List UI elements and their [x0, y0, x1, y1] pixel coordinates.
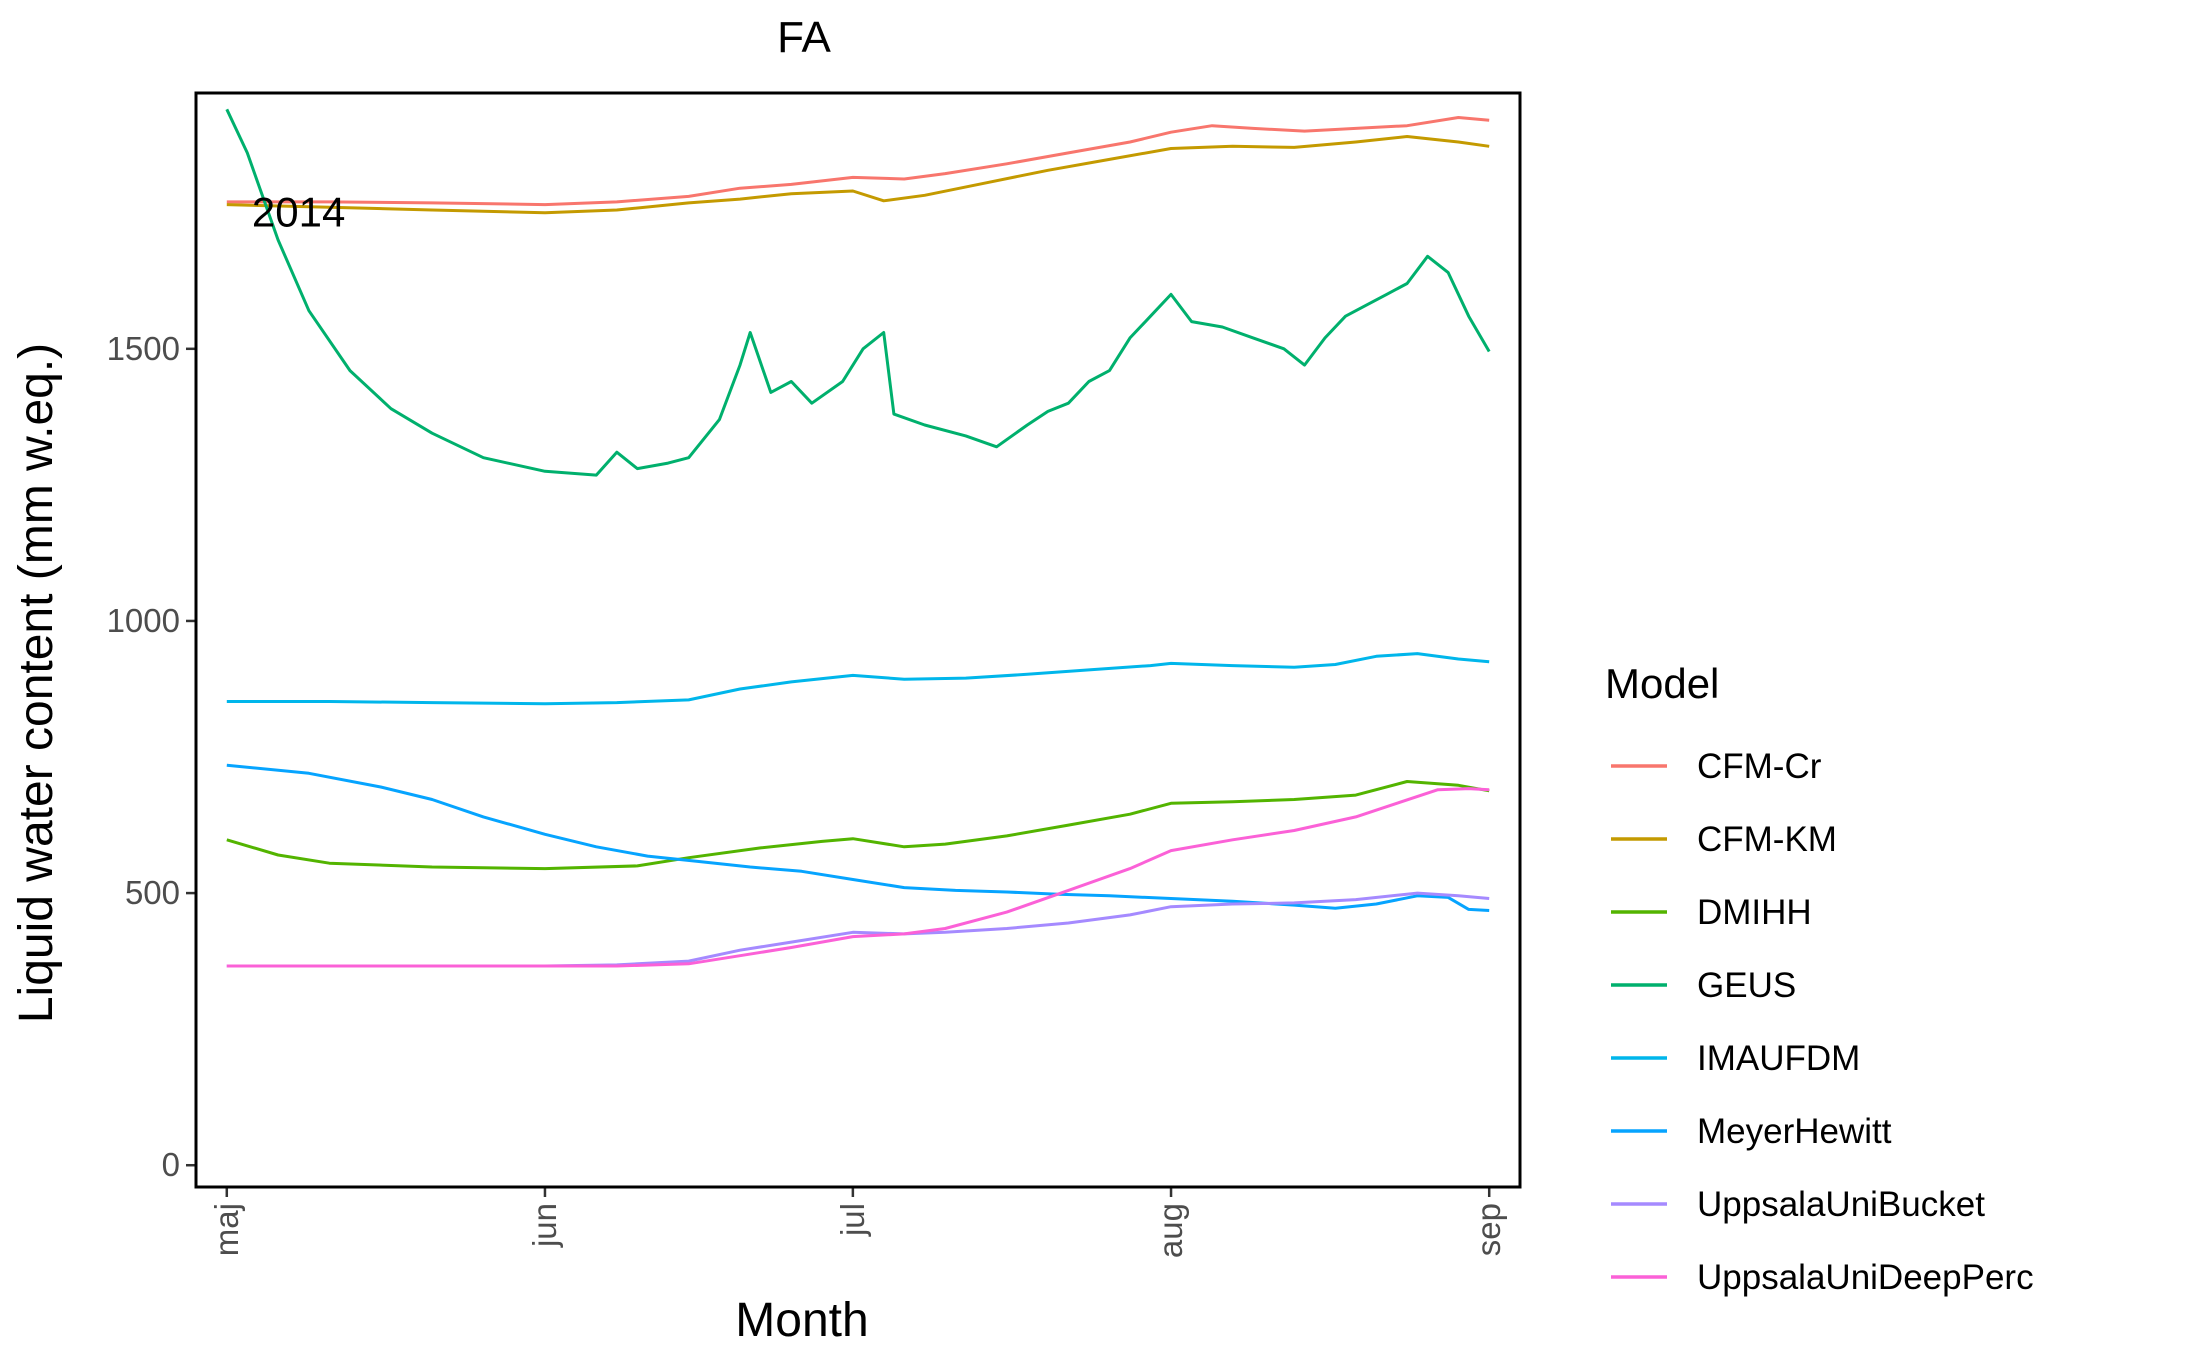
- x-tick-label: sep: [1470, 1203, 1507, 1256]
- y-tick-label: 0: [162, 1146, 180, 1183]
- plot-border: [194, 91, 1522, 1189]
- series-line-cfm-km: [226, 135, 1490, 215]
- y-tick-label: 1500: [107, 330, 180, 367]
- x-tick-label: jun: [526, 1203, 563, 1248]
- series-line-imaufdm: [226, 652, 1490, 706]
- legend-label-uppsalaunideepperc: UppsalaUniDeepPerc: [1697, 1258, 2034, 1297]
- series-line-cfm-cr: [226, 116, 1490, 207]
- series-line-dmihh: [226, 780, 1490, 871]
- legend-label-imaufdm: IMAUFDM: [1697, 1039, 1860, 1078]
- legend-label-cfm-cr: CFM-Cr: [1697, 747, 1822, 786]
- legend-title: Model: [1605, 660, 1719, 707]
- x-tick-label: jul: [834, 1203, 871, 1237]
- x-tick-label: aug: [1152, 1203, 1189, 1258]
- legend-label-meyerhewitt: MeyerHewitt: [1697, 1112, 1892, 1151]
- legend-label-dmihh: DMIHH: [1697, 893, 1812, 932]
- x-axis-title: Month: [735, 1294, 868, 1347]
- annotation-label: 2014: [252, 189, 345, 236]
- series-line-meyerhewitt: [226, 763, 1490, 912]
- chart-title: FA: [777, 13, 831, 62]
- plot-area: 0 500 1000 1500 maj jun jul aug sep 2014: [107, 91, 1522, 1258]
- legend: Model CFM-Cr CFM-KM DMIHH GEUS IMAUFDM MeyerHe…: [1605, 660, 2034, 1297]
- y-tick-label: 1000: [107, 602, 180, 639]
- x-tick-label: maj: [208, 1203, 245, 1256]
- legend-label-uppsalaunibucket: UppsalaUniBucket: [1697, 1185, 1985, 1224]
- series-line-geus: [225, 108, 1491, 477]
- legend-label-geus: GEUS: [1697, 966, 1796, 1005]
- y-tick-label: 500: [125, 874, 180, 911]
- plot-background: [196, 93, 1520, 1187]
- y-axis-title: Liquid water content (mm w.eq.): [10, 343, 63, 1023]
- series-line-uppsalaunideepperc: [226, 787, 1490, 968]
- legend-label-cfm-km: CFM-KM: [1697, 820, 1837, 859]
